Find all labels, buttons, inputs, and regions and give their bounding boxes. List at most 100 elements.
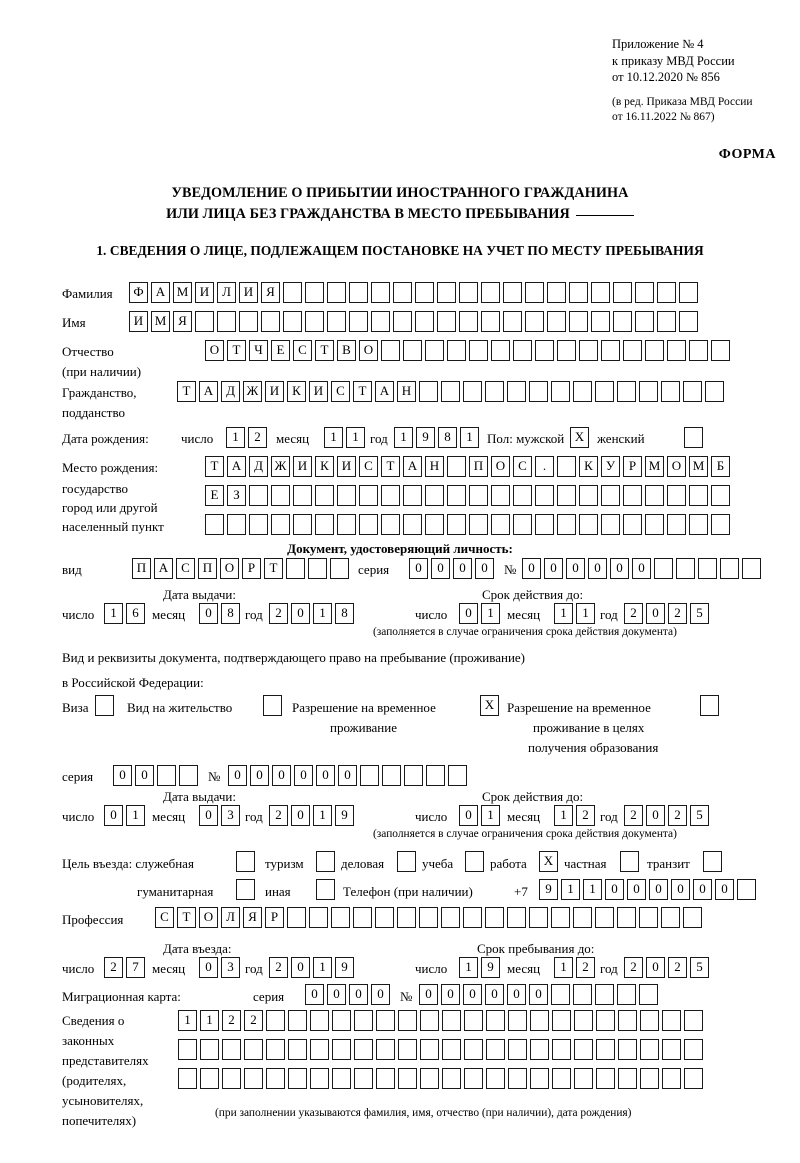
char-cell[interactable]: 0 (459, 805, 478, 826)
char-cell[interactable]: Р (265, 907, 284, 928)
char-cell[interactable] (645, 514, 664, 535)
char-cell[interactable]: 0 (610, 558, 629, 579)
char-cell[interactable] (359, 514, 378, 535)
char-cell[interactable] (711, 340, 730, 361)
char-cell[interactable] (689, 340, 708, 361)
char-cell[interactable] (507, 381, 526, 402)
char-cell[interactable] (737, 879, 756, 900)
char-cell[interactable]: А (154, 558, 173, 579)
char-cell[interactable]: А (375, 381, 394, 402)
char-cell[interactable]: М (689, 456, 708, 477)
char-cell[interactable]: 2 (624, 603, 643, 624)
char-cell[interactable]: К (287, 381, 306, 402)
char-cell[interactable]: 8 (335, 603, 354, 624)
char-cell[interactable]: 0 (409, 558, 428, 579)
char-cell[interactable] (310, 1039, 329, 1060)
char-cell[interactable] (288, 1039, 307, 1060)
char-cell[interactable] (617, 907, 636, 928)
char-cell[interactable] (552, 1068, 571, 1089)
char-cell[interactable]: 1 (104, 603, 123, 624)
char-cell[interactable]: А (151, 282, 170, 303)
sex-female-checkbox[interactable] (684, 427, 703, 448)
char-cell[interactable] (557, 485, 576, 506)
char-cell[interactable]: 1 (313, 603, 332, 624)
char-cell[interactable] (283, 311, 302, 332)
char-cell[interactable]: 0 (485, 984, 504, 1005)
temp-residence-checkbox[interactable]: X (480, 695, 499, 716)
char-cell[interactable] (353, 907, 372, 928)
char-cell[interactable]: О (205, 340, 224, 361)
char-cell[interactable] (359, 485, 378, 506)
char-cell[interactable] (178, 1039, 197, 1060)
legal-rep-row-2-boxes[interactable] (178, 1039, 703, 1060)
char-cell[interactable]: 9 (539, 879, 558, 900)
char-cell[interactable] (469, 340, 488, 361)
char-cell[interactable]: 5 (690, 805, 709, 826)
char-cell[interactable] (459, 282, 478, 303)
purpose-official-checkbox[interactable] (236, 851, 255, 872)
char-cell[interactable] (574, 1068, 593, 1089)
char-cell[interactable]: 1 (481, 603, 500, 624)
char-cell[interactable] (200, 1039, 219, 1060)
char-cell[interactable] (481, 311, 500, 332)
char-cell[interactable]: 0 (441, 984, 460, 1005)
char-cell[interactable] (662, 1010, 681, 1031)
char-cell[interactable] (635, 311, 654, 332)
char-cell[interactable] (441, 907, 460, 928)
char-cell[interactable] (286, 558, 305, 579)
char-cell[interactable] (596, 1039, 615, 1060)
char-cell[interactable]: О (491, 456, 510, 477)
char-cell[interactable] (720, 558, 739, 579)
char-cell[interactable] (508, 1068, 527, 1089)
char-cell[interactable]: В (337, 340, 356, 361)
purpose-work-checkbox[interactable]: X (539, 851, 558, 872)
char-cell[interactable] (639, 984, 658, 1005)
char-cell[interactable]: А (199, 381, 218, 402)
char-cell[interactable] (513, 340, 532, 361)
char-cell[interactable] (657, 311, 676, 332)
char-cell[interactable] (711, 485, 730, 506)
char-cell[interactable] (227, 514, 246, 535)
char-cell[interactable] (507, 907, 526, 928)
char-cell[interactable] (222, 1039, 241, 1060)
char-cell[interactable]: Д (249, 456, 268, 477)
char-cell[interactable] (200, 1068, 219, 1089)
char-cell[interactable] (535, 340, 554, 361)
char-cell[interactable] (327, 282, 346, 303)
char-cell[interactable] (667, 485, 686, 506)
char-cell[interactable]: 0 (475, 558, 494, 579)
char-cell[interactable] (459, 311, 478, 332)
char-cell[interactable]: 9 (481, 957, 500, 978)
char-cell[interactable] (689, 514, 708, 535)
char-cell[interactable]: 3 (221, 805, 240, 826)
char-cell[interactable]: 6 (126, 603, 145, 624)
char-cell[interactable] (617, 381, 636, 402)
char-cell[interactable]: Д (221, 381, 240, 402)
char-cell[interactable]: 2 (244, 1010, 263, 1031)
char-cell[interactable] (463, 907, 482, 928)
char-cell[interactable]: 0 (104, 805, 123, 826)
char-cell[interactable] (486, 1039, 505, 1060)
char-cell[interactable]: 0 (715, 879, 734, 900)
char-cell[interactable]: 9 (335, 805, 354, 826)
char-cell[interactable]: 0 (291, 603, 310, 624)
char-cell[interactable]: Н (397, 381, 416, 402)
char-cell[interactable]: 0 (199, 957, 218, 978)
char-cell[interactable] (376, 1010, 395, 1031)
birth-place-row-3-boxes[interactable] (205, 514, 730, 535)
char-cell[interactable]: 0 (507, 984, 526, 1005)
char-cell[interactable]: С (359, 456, 378, 477)
char-cell[interactable] (271, 514, 290, 535)
char-cell[interactable] (425, 514, 444, 535)
char-cell[interactable]: И (265, 381, 284, 402)
char-cell[interactable] (293, 514, 312, 535)
